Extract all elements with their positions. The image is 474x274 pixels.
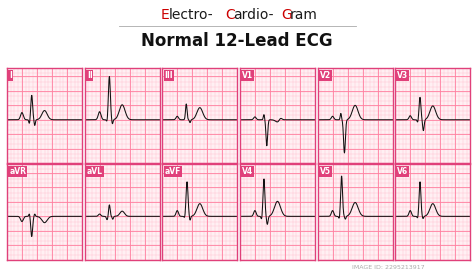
Text: Normal 12-Lead ECG: Normal 12-Lead ECG [141, 32, 333, 50]
Text: V5: V5 [320, 167, 331, 176]
Text: I: I [9, 71, 12, 80]
Text: V6: V6 [397, 167, 409, 176]
Text: shutterstöck: shutterstöck [53, 263, 118, 272]
Text: ardio-: ardio- [233, 8, 273, 22]
Text: aVF: aVF [164, 167, 181, 176]
Text: aVR: aVR [9, 167, 26, 176]
Text: C: C [225, 8, 235, 22]
Text: V1: V1 [242, 71, 253, 80]
Text: E: E [161, 8, 169, 22]
Text: III: III [164, 71, 173, 80]
Text: G: G [281, 8, 292, 22]
Text: V4: V4 [242, 167, 253, 176]
Text: aVL: aVL [87, 167, 103, 176]
Text: ram: ram [289, 8, 317, 22]
Text: V2: V2 [320, 71, 331, 80]
Text: lectro-: lectro- [169, 8, 213, 22]
Text: V3: V3 [397, 71, 409, 80]
Text: II: II [87, 71, 92, 80]
Text: IMAGE ID: 2295213917: IMAGE ID: 2295213917 [352, 265, 425, 270]
